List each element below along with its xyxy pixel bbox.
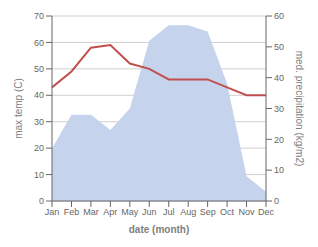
svg-text:50: 50 bbox=[34, 64, 44, 74]
svg-text:60: 60 bbox=[274, 11, 284, 21]
svg-text:date (month): date (month) bbox=[129, 224, 190, 235]
svg-text:Mar: Mar bbox=[83, 207, 99, 217]
svg-text:30: 30 bbox=[34, 117, 44, 127]
svg-text:Dec: Dec bbox=[258, 207, 275, 217]
svg-text:70: 70 bbox=[34, 11, 44, 21]
svg-text:40: 40 bbox=[34, 90, 44, 100]
svg-text:Aug: Aug bbox=[180, 207, 196, 217]
svg-text:0: 0 bbox=[39, 196, 44, 206]
svg-text:60: 60 bbox=[34, 38, 44, 48]
svg-text:Apr: Apr bbox=[103, 207, 117, 217]
svg-text:20: 20 bbox=[274, 135, 284, 145]
svg-text:Feb: Feb bbox=[64, 207, 80, 217]
svg-text:Oct: Oct bbox=[220, 207, 235, 217]
svg-text:Nov: Nov bbox=[239, 207, 256, 217]
svg-text:20: 20 bbox=[34, 143, 44, 153]
svg-text:med. precipitation (kg/m2): med. precipitation (kg/m2) bbox=[294, 51, 305, 167]
svg-text:max temp (C): max temp (C) bbox=[13, 78, 24, 139]
svg-text:30: 30 bbox=[274, 104, 284, 114]
svg-text:10: 10 bbox=[274, 165, 284, 175]
svg-text:Jun: Jun bbox=[142, 207, 157, 217]
svg-text:Sep: Sep bbox=[200, 207, 216, 217]
svg-text:0: 0 bbox=[274, 196, 279, 206]
svg-text:10: 10 bbox=[34, 170, 44, 180]
svg-text:50: 50 bbox=[274, 42, 284, 52]
svg-text:May: May bbox=[121, 207, 139, 217]
svg-text:Jan: Jan bbox=[45, 207, 60, 217]
svg-text:Jul: Jul bbox=[163, 207, 175, 217]
svg-text:40: 40 bbox=[274, 73, 284, 83]
